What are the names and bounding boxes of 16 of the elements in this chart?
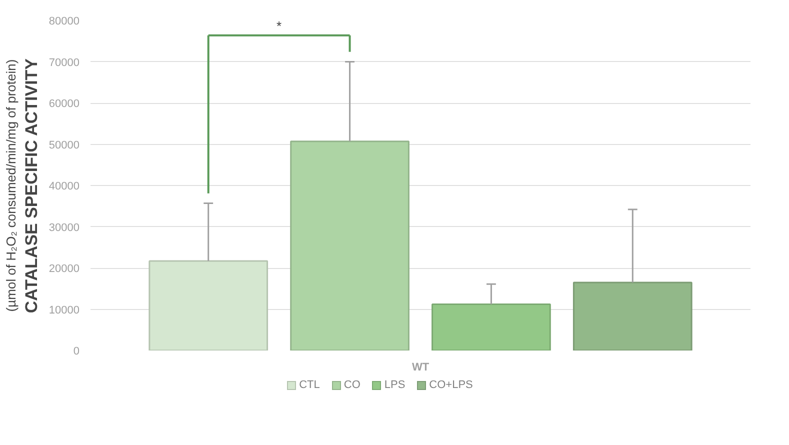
y-tick-label: 80000 bbox=[48, 16, 80, 28]
legend-label: CO bbox=[342, 378, 360, 393]
y-tick-label: 20000 bbox=[48, 263, 80, 275]
y-tick-label: 60000 bbox=[48, 98, 80, 110]
y-tick-label: 70000 bbox=[48, 56, 80, 69]
y-tick-label: 40000 bbox=[48, 180, 80, 192]
legend-label: CO+LPS bbox=[428, 378, 473, 393]
y-tick-label: 10000 bbox=[48, 304, 80, 316]
y-axis-title: CATALASE SPECIFIC ACTIVITY (µmol of H₂O₂ consumed/min/mg of protein) bbox=[4, 58, 41, 314]
legend-label: CTL bbox=[298, 378, 320, 393]
legend-label: LPS bbox=[383, 378, 406, 393]
x-tick-label: WT bbox=[412, 362, 430, 374]
y-tick-label: 50000 bbox=[48, 139, 80, 152]
annotation: * bbox=[276, 18, 282, 34]
y-tick-label: 0 bbox=[73, 346, 80, 358]
y-tick-label: 30000 bbox=[48, 222, 80, 234]
